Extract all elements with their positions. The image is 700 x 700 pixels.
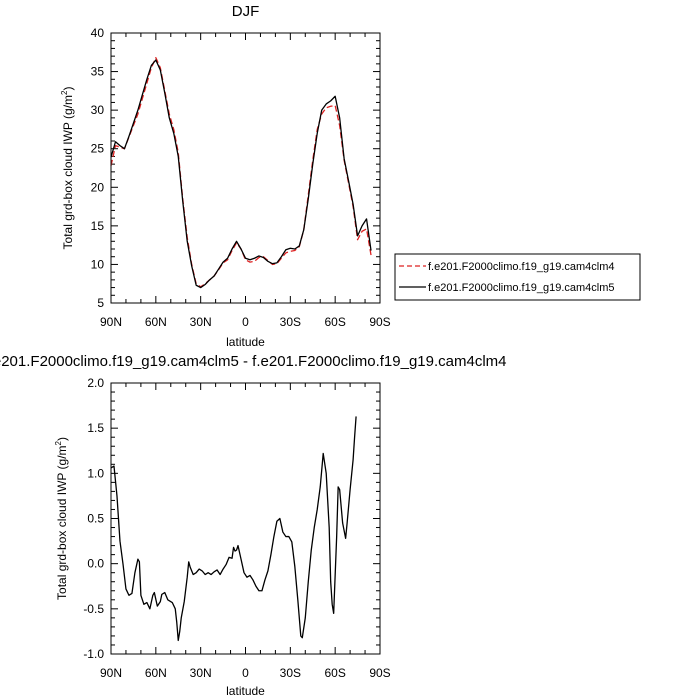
top-chart-title: DJF (232, 3, 260, 20)
top-x-tick-label: 60N (145, 315, 167, 329)
bottom-chart-title: f.e201.F2000climo.f19_g19.cam4clm5 - f.e… (0, 353, 506, 370)
bottom-plot-frame (110, 382, 381, 655)
top-y-axis-title: Total grd-box cloud IWP (g/m2) (60, 87, 75, 250)
top-axis-ticks: 90N 60N 30N 0 30S 60S 90S 5 10 15 20 25 30 35 40 (91, 26, 391, 329)
bottom-y-tick-label: -0.5 (83, 602, 104, 616)
top-y-tick-label: 5 (97, 296, 104, 310)
top-y-tick-label: 30 (91, 103, 105, 117)
bottom-y-tick-label: 2.0 (87, 376, 104, 390)
top-series-group (110, 57, 372, 289)
bottom-x-tick-label: 0 (242, 666, 249, 680)
bottom-y-tick-label: -1.0 (83, 647, 104, 661)
bottom-series-group (110, 416, 357, 642)
bottom-x-axis-title: latitude (226, 684, 265, 698)
bottom-y-tick-label: 1.0 (87, 466, 104, 480)
legend-label-cam4clm4: f.e201.F2000climo.f19_g19.cam4clm4 (428, 261, 615, 273)
bottom-x-tick-label: 30S (280, 666, 301, 680)
top-y-axis-title-text: Total grd-box cloud IWP (g/m (61, 95, 75, 250)
bottom-y-tick-label: 0.0 (87, 557, 104, 571)
top-panel: DJF Total grd-box cloud IWP (g/m2) latit… (60, 3, 391, 349)
bottom-series-line-0 (110, 416, 357, 642)
top-y-tick-label: 10 (91, 257, 105, 271)
bottom-y-axis-title: Total grd-box cloud IWP (g/m2) (54, 437, 69, 600)
top-x-tick-label: 90S (369, 315, 390, 329)
bottom-x-tick-label: 90S (369, 666, 390, 680)
bottom-y-axis-title-end: ) (55, 437, 69, 441)
top-x-tick-label: 30N (190, 315, 212, 329)
bottom-x-tick-label: 60N (145, 666, 167, 680)
top-series-line-0 (110, 57, 372, 288)
top-series-line-1 (110, 59, 372, 289)
legend-box (394, 253, 641, 301)
legend-label-cam4clm5: f.e201.F2000climo.f19_g19.cam4clm5 (428, 282, 615, 294)
bottom-x-tick-label: 60S (324, 666, 345, 680)
top-x-tick-label: 90N (100, 315, 122, 329)
top-y-tick-label: 35 (91, 65, 105, 79)
top-y-tick-label: 40 (91, 26, 105, 40)
top-x-axis-title: latitude (226, 335, 265, 349)
top-y-axis-title-end: ) (61, 87, 75, 91)
top-x-tick-label: 0 (242, 315, 249, 329)
bottom-x-tick-label: 30N (190, 666, 212, 680)
bottom-x-tick-label: 90N (100, 666, 122, 680)
bottom-axis-ticks: 90N 60N 30N 0 30S 60S 90S -1.0 -0.5 0.0 0.5 1.0 1.5 2… (83, 376, 390, 680)
bottom-y-axis-title-sup: 2 (54, 440, 63, 445)
bottom-y-axis-title-text: Total grd-box cloud IWP (g/m (55, 445, 69, 600)
top-y-axis-title-sup: 2 (60, 90, 69, 95)
top-x-tick-label: 30S (280, 315, 301, 329)
top-plot-frame (110, 32, 381, 304)
bottom-y-tick-label: 1.5 (87, 421, 104, 435)
top-x-tick-label: 60S (324, 315, 345, 329)
legend: f.e201.F2000climo.f19_g19.cam4clm4 f.e20… (394, 253, 641, 301)
top-y-tick-label: 15 (91, 219, 105, 233)
top-y-tick-label: 20 (91, 180, 105, 194)
bottom-y-tick-label: 0.5 (87, 512, 104, 526)
top-y-tick-label: 25 (91, 142, 105, 156)
bottom-panel: f.e201.F2000climo.f19_g19.cam4clm5 - f.e… (0, 353, 506, 698)
